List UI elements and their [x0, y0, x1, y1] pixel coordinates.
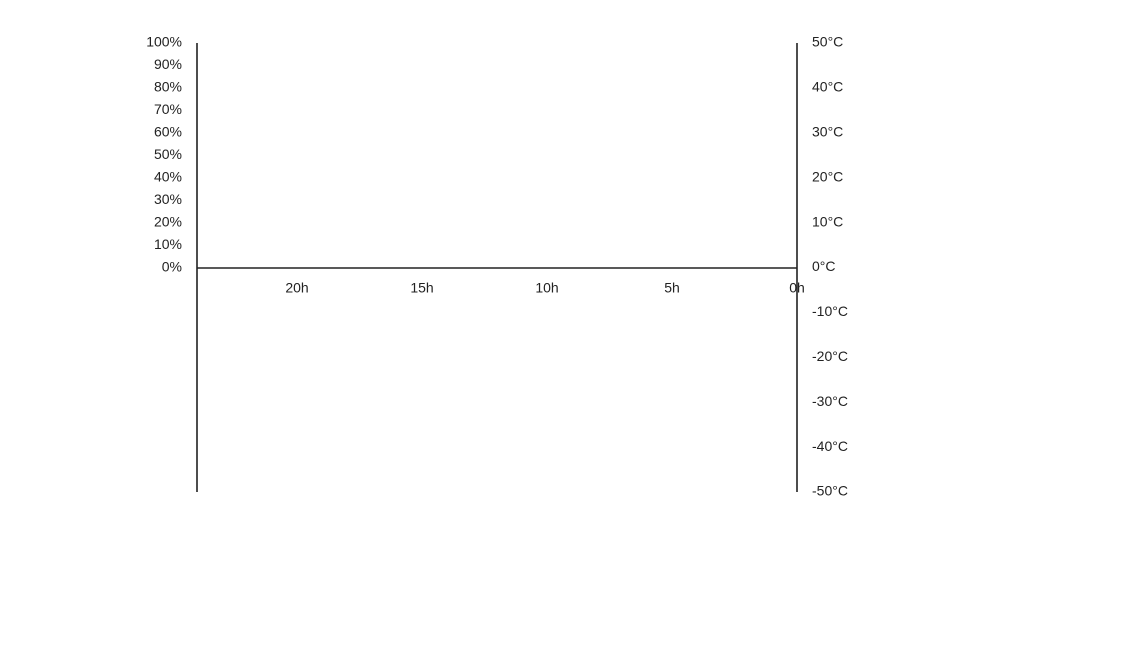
left-y-tick-label: 0% [162, 259, 182, 275]
right-y-tick-label: -40°C [812, 438, 848, 454]
left-y-tick-label: 70% [154, 101, 182, 117]
x-tick-label: 15h [410, 280, 433, 296]
left-y-tick-label: 50% [154, 146, 182, 162]
right-y-tick-label: 20°C [812, 168, 843, 184]
x-axis-tick-labels: 20h 15h 10h 5h 0h [285, 280, 804, 296]
left-y-tick-label: 100% [146, 34, 182, 50]
right-y-tick-label: 10°C [812, 213, 843, 229]
left-y-tick-label: 90% [154, 56, 182, 72]
right-y-axis-tick-labels: 50°C 40°C 30°C 20°C 10°C 0°C -10°C -20°C -30°C -4… [812, 34, 848, 499]
left-y-tick-label: 30% [154, 191, 182, 207]
left-y-tick-label: 20% [154, 214, 182, 230]
right-y-tick-label: 40°C [812, 79, 843, 95]
right-y-tick-label: 0°C [812, 258, 836, 274]
x-tick-label: 5h [664, 280, 680, 296]
left-y-axis-tick-labels: 0% 10% 20% 30% 40% 50% 60% 70% 80% 90% 100% [146, 34, 182, 275]
right-y-tick-label: 30°C [812, 124, 843, 140]
right-y-tick-label: -10°C [812, 303, 848, 319]
left-y-tick-label: 60% [154, 124, 182, 140]
right-y-tick-label: -30°C [812, 393, 848, 409]
x-tick-label: 10h [535, 280, 558, 296]
left-y-tick-label: 40% [154, 169, 182, 185]
left-y-tick-label: 80% [154, 79, 182, 95]
left-y-tick-label: 10% [154, 236, 182, 252]
x-tick-label: 0h [789, 280, 805, 296]
right-y-tick-label: -50°C [812, 483, 848, 499]
x-tick-label: 20h [285, 280, 308, 296]
right-y-tick-label: -20°C [812, 348, 848, 364]
right-y-tick-label: 50°C [812, 34, 843, 50]
